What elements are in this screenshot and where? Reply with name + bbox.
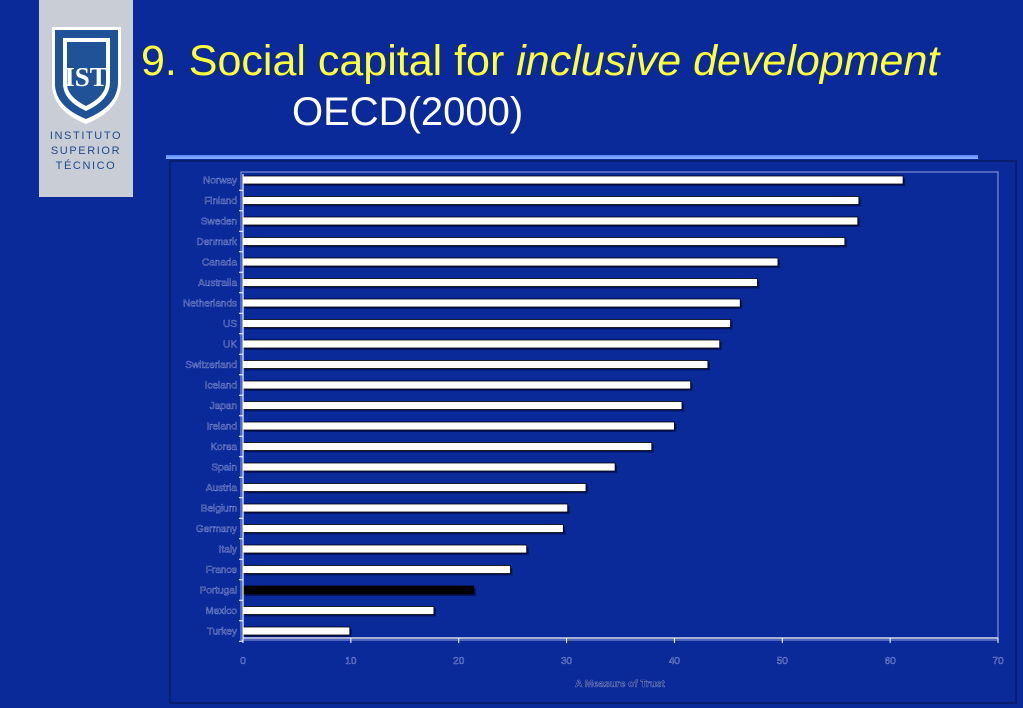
trust-bar-chart: Norway Finland Sweden Denmark Canada Australi… [169,160,1017,704]
bar-korea [242,442,653,451]
logo-text-line3: TÉCNICO [55,160,117,172]
bar-belgium [242,503,569,513]
category-label: Spain [211,463,237,474]
category-label: Italy [219,545,237,556]
bar-italy [242,544,528,554]
category-label: Australia [198,278,237,289]
bar-australia [242,278,758,287]
bar-mexico [242,606,435,615]
bar-netherlands [242,298,741,308]
bar-switzerland [242,360,709,369]
bar-denmark [242,237,846,246]
chart-outer-frame [169,160,1017,704]
category-label: US [223,319,237,330]
category-label: Korea [210,442,237,453]
bar-japan [242,401,683,410]
bar-uk [242,339,721,349]
category-label: UK [223,340,237,351]
category-label: Switzerland [185,360,237,371]
category-label: Netherlands [183,299,237,310]
bar-spain [242,462,616,472]
category-label: Austria [206,483,238,494]
bar-iceland [242,380,692,390]
category-label: Norway [203,176,237,187]
bar-us [242,319,731,328]
slide-subtitle: OECD(2000) [292,90,524,134]
category-label: Turkey [207,627,237,638]
plot-frame [240,171,999,641]
bar-canada [242,257,779,267]
bar-sweden [242,216,859,226]
bar-finland [242,196,860,205]
bar-norway [242,175,904,185]
x-tick-label: 20 [453,656,465,667]
category-label: France [206,565,238,576]
x-axis: 0 10 20 30 40 50 60 70 [240,174,1004,667]
x-tick-label: 10 [345,656,357,667]
ist-logo: IST INSTITUTO SUPERIOR TÉCNICO [39,0,133,197]
category-label: Finland [204,196,237,207]
category-label: Mexico [205,606,237,617]
x-axis-label: A Measure of Trust [575,679,665,690]
category-label: Sweden [201,217,237,228]
x-tick-label: 30 [561,656,573,667]
logo-text-line2: SUPERIOR [50,145,122,157]
category-labels: Norway Finland Sweden Denmark Canada Australi… [183,175,243,642]
category-label: Japan [210,401,237,412]
bar-germany [242,524,564,533]
x-tick-label: 40 [669,656,681,667]
logo-text-line1: INSTITUTO [49,130,123,142]
title-emphasis: inclusive development [516,37,940,85]
x-tick-label: 0 [240,656,246,667]
category-label: Belgium [201,504,237,515]
category-label: Canada [202,258,237,269]
x-tick-label: 50 [777,656,789,667]
bar-group [242,175,906,637]
category-label: Ireland [206,422,237,433]
category-label: Portugal [200,586,237,597]
bar-france [242,565,511,574]
title-prefix: 9. Social capital for [141,37,517,85]
slide-title: 9. Social capital for inclusive developm… [141,38,939,84]
category-label: Germany [196,524,237,535]
bar-austria [242,483,587,492]
bar-turkey [242,626,351,636]
category-label: Denmark [196,237,238,248]
title-divider [166,155,978,159]
bar-portugal [242,585,475,595]
shield-icon: IST [51,27,121,124]
bar-ireland [242,421,675,431]
logo-letters: IST [64,62,108,92]
category-label: Iceland [205,381,237,392]
x-tick-label: 70 [992,656,1004,667]
x-tick-label: 60 [885,656,897,667]
